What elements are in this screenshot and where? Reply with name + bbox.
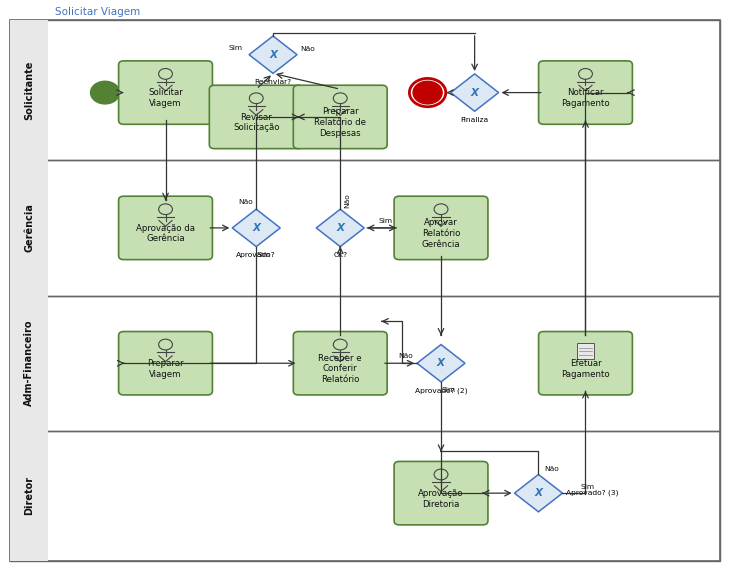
Text: Revisar
Solicitação: Revisar Solicitação [233,113,280,133]
Polygon shape [316,209,364,246]
Bar [10,160,720,295]
Text: Sim: Sim [229,45,243,51]
Text: Aprovar
Relatório
Gerência: Aprovar Relatório Gerência [422,218,461,249]
Polygon shape [450,74,499,112]
Text: Aprovado? (3): Aprovado? (3) [566,490,618,496]
Bar [10,19,48,160]
Text: Preparar
Viagem: Preparar Viagem [147,359,184,379]
Text: Aprovado?: Aprovado? [237,252,276,258]
Text: Reenviar?: Reenviar? [255,79,291,85]
Text: Solicitante: Solicitante [24,60,34,119]
Text: X: X [471,88,479,98]
Text: Não: Não [301,46,315,52]
FancyBboxPatch shape [118,61,212,124]
Text: Aprovado? (2): Aprovado? (2) [415,387,467,394]
Bar [10,19,720,160]
Text: X: X [337,223,345,233]
FancyBboxPatch shape [394,461,488,525]
Polygon shape [249,36,297,73]
FancyBboxPatch shape [394,196,488,259]
Text: Notificar
Pagamento: Notificar Pagamento [561,88,610,108]
Polygon shape [515,475,562,512]
Text: Sim: Sim [580,484,595,490]
Text: X: X [253,223,260,233]
FancyBboxPatch shape [210,85,303,149]
Text: Finaliza: Finaliza [461,117,488,123]
FancyBboxPatch shape [118,196,212,259]
Text: Aprovação da
Gerência: Aprovação da Gerência [136,224,195,244]
Text: Não: Não [399,353,413,360]
FancyBboxPatch shape [293,85,387,149]
Text: Sim: Sim [441,387,456,393]
Text: Receber e
Conferir
Relatório: Receber e Conferir Relatório [318,354,362,384]
FancyBboxPatch shape [293,332,387,395]
Text: Não: Não [345,193,350,208]
Text: Aprovação
Diretoria: Aprovação Diretoria [418,489,464,509]
Text: Preparar
Relatório de
Despesas: Preparar Relatório de Despesas [314,108,366,138]
Text: Ok?: Ok? [333,252,347,258]
FancyBboxPatch shape [539,332,632,395]
Text: Diretor: Diretor [24,476,34,516]
Text: X: X [534,488,542,498]
Bar [577,344,594,359]
Text: Sim: Sim [379,218,393,224]
Bar [10,160,48,295]
Text: X: X [437,358,445,368]
Text: Adm-Financeiro: Adm-Financeiro [24,320,34,406]
Circle shape [413,81,442,104]
Text: Sim: Sim [256,252,271,258]
Text: Solicitar Viagem: Solicitar Viagem [55,7,140,17]
Polygon shape [417,345,465,382]
Text: X: X [269,50,277,60]
Bar [10,431,48,561]
Text: Efetuar
Pagamento: Efetuar Pagamento [561,359,610,379]
FancyBboxPatch shape [118,332,212,395]
Text: Não: Não [545,466,559,472]
FancyBboxPatch shape [539,61,632,124]
Polygon shape [232,209,280,246]
Bar [10,431,720,561]
Bar [10,295,48,431]
Text: Solicitar
Viagem: Solicitar Viagem [148,88,183,108]
Circle shape [91,81,120,104]
Text: Não: Não [239,199,253,205]
Bar [10,295,720,431]
Text: Gerência: Gerência [24,204,34,252]
